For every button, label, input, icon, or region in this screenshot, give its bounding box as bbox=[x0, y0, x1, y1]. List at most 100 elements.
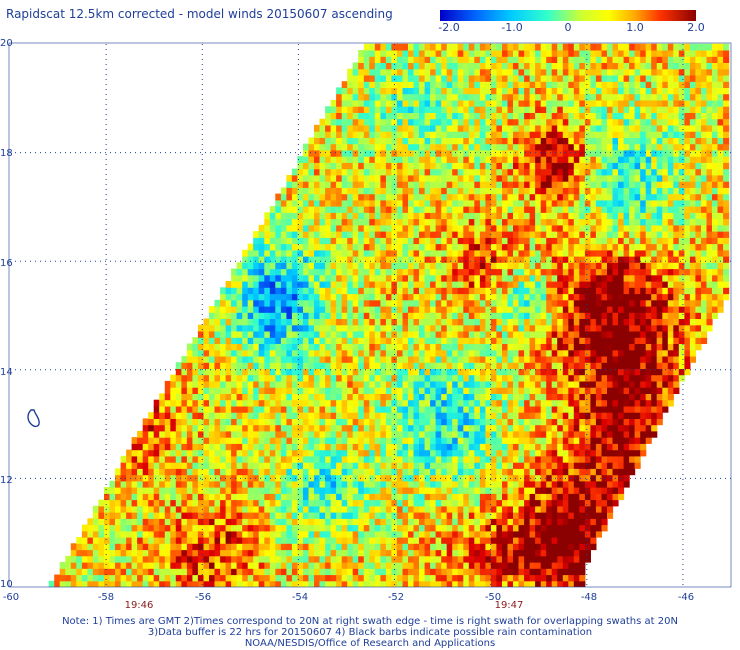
wind-diff-cell bbox=[419, 287, 426, 295]
wind-diff-cell bbox=[369, 580, 376, 587]
wind-diff-cell bbox=[308, 443, 315, 451]
wind-diff-cell bbox=[264, 393, 271, 401]
wind-diff-cell bbox=[435, 499, 442, 507]
wind-diff-cell bbox=[402, 362, 409, 369]
wind-diff-cell bbox=[104, 537, 111, 544]
wind-diff-cell bbox=[446, 281, 453, 288]
wind-diff-cell bbox=[308, 430, 315, 438]
wind-diff-cell bbox=[595, 256, 602, 263]
wind-diff-cell bbox=[623, 405, 630, 413]
wind-diff-cell bbox=[496, 343, 503, 351]
wind-diff-cell bbox=[441, 524, 448, 532]
wind-diff-cell bbox=[275, 574, 282, 582]
wind-diff-cell bbox=[358, 299, 365, 307]
wind-diff-cell bbox=[170, 537, 177, 544]
wind-diff-cell bbox=[131, 455, 138, 463]
wind-diff-cell bbox=[330, 318, 337, 326]
wind-diff-cell bbox=[374, 418, 381, 426]
wind-diff-cell bbox=[490, 349, 497, 357]
wind-diff-cell bbox=[225, 387, 232, 394]
wind-diff-cell bbox=[264, 312, 271, 319]
wind-diff-cell bbox=[303, 487, 310, 494]
wind-diff-cell bbox=[308, 518, 315, 526]
wind-diff-cell bbox=[142, 568, 149, 576]
wind-diff-cell bbox=[385, 349, 392, 357]
wind-diff-cell bbox=[297, 443, 304, 451]
wind-diff-cell bbox=[258, 493, 265, 501]
wind-diff-cell bbox=[104, 549, 111, 557]
wind-diff-cell bbox=[490, 331, 497, 338]
wind-diff-cell bbox=[651, 349, 658, 357]
wind-diff-cell bbox=[645, 399, 652, 407]
wind-diff-cell bbox=[579, 562, 586, 569]
wind-diff-cell bbox=[695, 337, 702, 344]
wind-diff-cell bbox=[319, 499, 326, 507]
wind-diff-cell bbox=[369, 399, 376, 407]
wind-diff-cell bbox=[529, 262, 536, 270]
wind-diff-cell bbox=[518, 337, 525, 344]
wind-diff-cell bbox=[419, 293, 426, 301]
wind-diff-cell bbox=[225, 474, 232, 482]
wind-diff-cell bbox=[413, 262, 420, 270]
wind-diff-cell bbox=[104, 518, 111, 526]
wind-diff-cell bbox=[181, 512, 188, 519]
wind-diff-cell bbox=[551, 324, 558, 332]
wind-diff-cell bbox=[269, 281, 276, 288]
wind-diff-cell bbox=[524, 430, 531, 438]
wind-diff-cell bbox=[618, 468, 625, 476]
wind-diff-cell bbox=[341, 256, 348, 263]
wind-diff-cell bbox=[535, 337, 542, 344]
wind-diff-cell bbox=[413, 574, 420, 582]
wind-diff-cell bbox=[275, 499, 282, 507]
wind-diff-cell bbox=[535, 356, 542, 363]
wind-diff-cell bbox=[468, 349, 475, 357]
wind-diff-cell bbox=[640, 368, 647, 376]
wind-diff-cell bbox=[584, 549, 591, 557]
wind-diff-cell bbox=[595, 380, 602, 388]
wind-diff-cell bbox=[518, 274, 525, 282]
wind-diff-cell bbox=[220, 337, 227, 344]
wind-diff-cell bbox=[380, 449, 387, 457]
wind-diff-cell bbox=[551, 293, 558, 301]
wind-diff-cell bbox=[109, 518, 116, 526]
wind-diff-cell bbox=[352, 306, 359, 313]
wind-diff-cell bbox=[236, 443, 243, 451]
wind-diff-cell bbox=[557, 580, 564, 587]
wind-diff-cell bbox=[717, 306, 724, 313]
wind-diff-cell bbox=[485, 555, 492, 563]
wind-diff-cell bbox=[601, 374, 608, 382]
wind-diff-cell bbox=[347, 424, 354, 432]
wind-diff-cell bbox=[673, 287, 680, 295]
wind-diff-cell bbox=[623, 468, 630, 476]
wind-diff-cell bbox=[408, 455, 415, 463]
wind-diff-cell bbox=[540, 299, 547, 307]
wind-diff-cell bbox=[236, 399, 243, 407]
wind-diff-cell bbox=[468, 493, 475, 501]
wind-diff-cell bbox=[253, 299, 260, 307]
wind-diff-cell bbox=[341, 487, 348, 494]
wind-diff-cell bbox=[507, 430, 514, 438]
wind-diff-cell bbox=[303, 368, 310, 376]
wind-diff-cell bbox=[181, 405, 188, 413]
wind-diff-cell bbox=[291, 368, 298, 376]
wind-diff-cell bbox=[352, 505, 359, 513]
wind-diff-cell bbox=[137, 524, 144, 532]
wind-diff-cell bbox=[513, 493, 520, 501]
wind-diff-cell bbox=[430, 493, 437, 501]
wind-diff-cell bbox=[220, 474, 227, 482]
wind-diff-cell bbox=[612, 324, 619, 332]
wind-diff-cell bbox=[181, 562, 188, 569]
wind-diff-cell bbox=[175, 468, 182, 476]
wind-diff-cell bbox=[468, 474, 475, 482]
wind-diff-cell bbox=[170, 437, 177, 444]
wind-diff-cell bbox=[81, 530, 88, 538]
wind-diff-cell bbox=[385, 281, 392, 288]
wind-diff-cell bbox=[717, 256, 724, 263]
wind-diff-cell bbox=[203, 393, 210, 401]
wind-diff-cell bbox=[330, 412, 337, 419]
wind-diff-cell bbox=[363, 393, 370, 401]
wind-diff-cell bbox=[269, 537, 276, 544]
wind-diff-cell bbox=[430, 443, 437, 451]
wind-diff-cell bbox=[314, 537, 321, 544]
wind-diff-cell bbox=[269, 268, 276, 276]
